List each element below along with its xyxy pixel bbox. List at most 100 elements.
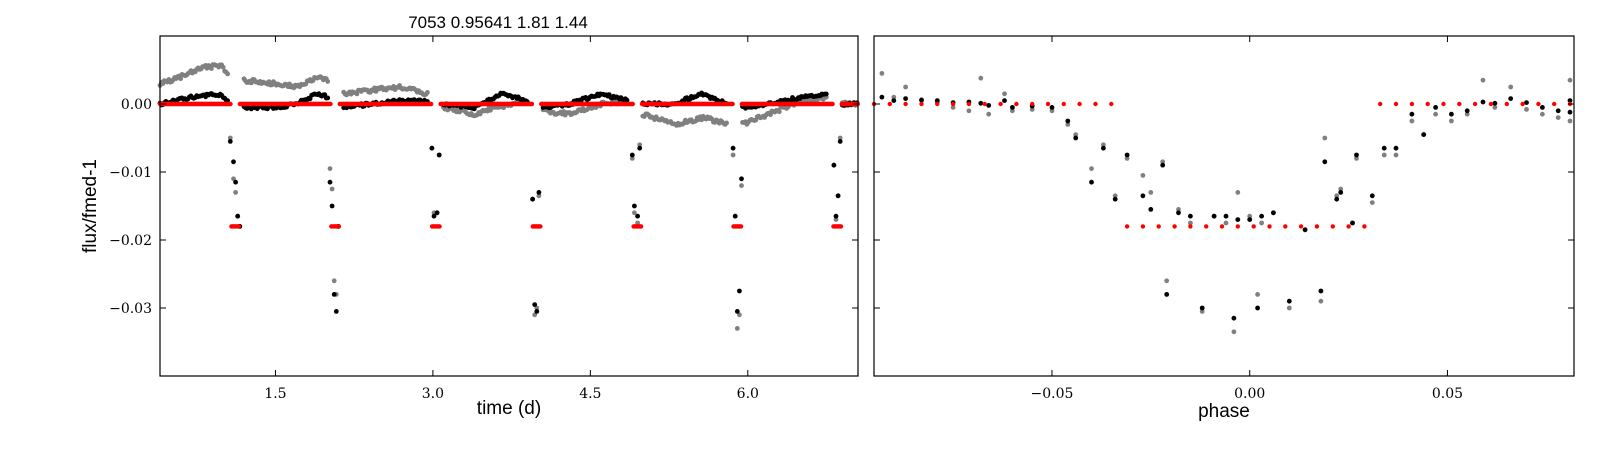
raw-phase-point (891, 94, 897, 100)
x-tick-label: 3.0 (422, 386, 444, 402)
model-phase-point (1393, 101, 1399, 107)
model-phase-point (982, 101, 987, 107)
model-point (336, 224, 342, 229)
raw-transit-point (637, 142, 643, 148)
detrended-phase-point (1089, 179, 1094, 185)
model-phase-point (1156, 224, 1161, 229)
model-point (830, 101, 835, 107)
raw-phase-point (1199, 309, 1205, 314)
raw-phase-point (1176, 207, 1181, 212)
raw-transit-point (233, 190, 239, 195)
model-phase-point (1441, 101, 1446, 107)
model-phase-point (1045, 101, 1051, 107)
raw-phase-point (1124, 156, 1130, 161)
detrended-phase-point (1148, 207, 1154, 212)
raw-point (354, 91, 360, 97)
raw-phase-point (1381, 152, 1387, 158)
detrended-phase-point (1393, 145, 1399, 151)
detrended-phase-point (1112, 196, 1118, 202)
raw-phase-point (1354, 156, 1359, 161)
detrended-phase-point (1188, 213, 1193, 219)
model-phase-point (1536, 101, 1541, 107)
detrended-transit-point (831, 162, 837, 168)
model-phase-point (1251, 224, 1256, 229)
detrended-phase-point (1381, 145, 1387, 151)
detrended-phase-point (1164, 292, 1170, 297)
raw-phase-point (1567, 77, 1573, 83)
raw-transit-point (227, 135, 233, 141)
raw-point (220, 64, 226, 70)
raw-transit-point (739, 183, 744, 189)
detrended-transit-point (333, 309, 339, 314)
detrended-phase-point (1318, 288, 1324, 294)
detrended-phase-point (1101, 145, 1106, 151)
x-tick-label: 0.00 (1234, 386, 1265, 402)
model-phase-point (935, 101, 940, 107)
detrended-phase-point (978, 100, 984, 106)
raw-phase-point (1089, 166, 1094, 172)
model-point (429, 101, 434, 107)
detrended-phase-point (1464, 108, 1470, 114)
raw-phase-point (1029, 107, 1035, 112)
detrended-phase-point (1199, 305, 1205, 311)
model-point (228, 101, 233, 107)
detrended-phase-point (1567, 98, 1573, 103)
time-series-axes-frame (159, 35, 859, 377)
detrended-transit-point (835, 193, 841, 199)
model-phase-point (1124, 224, 1130, 229)
model-phase-point (1409, 101, 1415, 107)
detrended-phase-point (903, 96, 908, 101)
detrended-phase-point (1259, 213, 1264, 219)
model-phase-point (1488, 101, 1494, 107)
model-point (236, 224, 242, 229)
model-point (730, 101, 735, 107)
phase-panel: −0.05 0.00 0.05 phase (871, 35, 1575, 422)
raw-phase-point (1247, 213, 1253, 219)
model-point (630, 101, 635, 107)
model-phase-point (1520, 101, 1525, 107)
raw-phase-point (950, 105, 956, 110)
raw-phase-point (1065, 122, 1071, 127)
detrended-phase-point (1354, 152, 1359, 158)
detrended-transit-point (629, 152, 635, 158)
detrended-transit-point (231, 159, 236, 165)
raw-phase-point (1010, 108, 1015, 114)
y-tick-label: 0.00 (121, 97, 152, 113)
detrended-transit-point (436, 152, 442, 158)
raw-point (209, 66, 214, 71)
raw-phase-point (1409, 118, 1415, 124)
raw-transit-point (635, 220, 640, 226)
model-point (328, 101, 333, 107)
raw-phase-point (1073, 132, 1079, 138)
model-phase-point (1188, 224, 1193, 229)
model-phase-point (1314, 224, 1320, 229)
phase-x-ticks: −0.05 0.00 0.05 (1031, 36, 1463, 402)
model-phase-point (887, 101, 892, 107)
model-phase-point (1457, 101, 1462, 107)
detrended-phase-point (1223, 213, 1229, 219)
y-tick-label: −0.02 (109, 233, 152, 249)
raw-point (178, 76, 184, 82)
model-phase-point (919, 101, 924, 107)
time-series-points (157, 62, 860, 331)
detrended-transit-point (530, 196, 535, 202)
time-series-panel: 1.5 3.0 4.5 6.0 0.00 −0.01 −0.02 −0.03 time (d… (80, 35, 860, 419)
raw-phase-point (978, 75, 984, 81)
model-phase-point (1014, 101, 1019, 107)
detrended-phase-point (1567, 109, 1573, 115)
y-tick-label: −0.01 (109, 165, 152, 181)
raw-transit-point (837, 135, 843, 141)
raw-transit-point (833, 217, 839, 223)
detrended-phase-point (1231, 315, 1237, 321)
detrended-point (325, 95, 331, 101)
detrended-transit-point (635, 213, 640, 219)
phase-points (871, 71, 1573, 335)
detrended-phase-point (1492, 100, 1498, 106)
detrended-phase-point (1524, 100, 1529, 105)
detrended-phase-point (1480, 99, 1486, 105)
model-phase-point (1378, 101, 1383, 107)
raw-phase-point (1140, 173, 1146, 178)
detrended-transit-point (434, 210, 440, 216)
x-tick-label: 6.0 (737, 386, 759, 402)
model-phase-point (1472, 101, 1478, 107)
